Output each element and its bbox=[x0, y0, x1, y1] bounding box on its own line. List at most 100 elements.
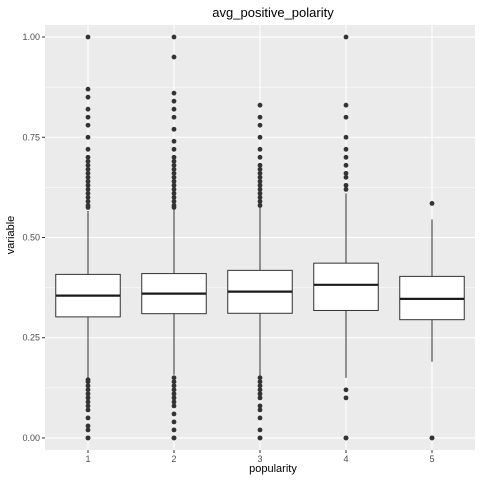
outlier-point bbox=[257, 383, 263, 389]
outlier-point bbox=[171, 98, 177, 104]
outlier-point bbox=[257, 134, 263, 140]
outlier-point bbox=[429, 435, 435, 441]
outlier-point bbox=[257, 162, 263, 168]
box-1 bbox=[55, 34, 121, 441]
outlier-point bbox=[85, 195, 91, 200]
outlier-point bbox=[171, 399, 177, 405]
outlier-point bbox=[171, 387, 177, 393]
outlier-point bbox=[171, 158, 177, 164]
outlier-point bbox=[85, 134, 91, 140]
outlier-point bbox=[429, 201, 435, 206]
outlier-point bbox=[171, 114, 177, 120]
outlier-point bbox=[85, 383, 91, 389]
outlier-point bbox=[85, 146, 91, 152]
outlier-point bbox=[171, 146, 177, 152]
outlier-point bbox=[85, 403, 91, 409]
iqr-box bbox=[313, 262, 379, 311]
outlier-point bbox=[257, 166, 263, 172]
outlier-point bbox=[343, 34, 349, 40]
outlier-point bbox=[85, 174, 91, 180]
outlier-point bbox=[257, 170, 263, 176]
outlier-point bbox=[257, 199, 263, 204]
outlier-point bbox=[257, 407, 263, 413]
outlier-point bbox=[171, 90, 177, 96]
outlier-point bbox=[171, 411, 177, 417]
outlier-point bbox=[85, 186, 91, 192]
outlier-point bbox=[85, 395, 91, 401]
outlier-point bbox=[343, 182, 349, 188]
outlier-point bbox=[85, 106, 91, 112]
outlier-point bbox=[171, 435, 177, 441]
outlier-point bbox=[85, 377, 91, 383]
outlier-point bbox=[85, 435, 91, 441]
y-tick-label: 0.50 bbox=[22, 233, 40, 243]
x-tick-label: 4 bbox=[343, 454, 348, 464]
y-tick-label: 0.75 bbox=[22, 132, 40, 142]
outlier-point bbox=[257, 395, 263, 401]
outlier-point bbox=[85, 154, 91, 160]
outlier-point bbox=[85, 178, 91, 184]
outlier-point bbox=[85, 423, 91, 429]
outlier-point bbox=[171, 126, 177, 132]
x-axis-title: popularity bbox=[249, 463, 297, 475]
outlier-point bbox=[85, 162, 91, 168]
outlier-point bbox=[171, 170, 177, 176]
outlier-point bbox=[257, 415, 263, 421]
x-tick-label: 2 bbox=[171, 454, 176, 464]
outlier-point bbox=[343, 387, 349, 393]
outlier-point bbox=[171, 54, 177, 60]
outlier-point bbox=[343, 174, 349, 180]
outlier-point bbox=[257, 122, 263, 128]
outlier-point bbox=[171, 427, 177, 433]
outlier-point bbox=[85, 114, 91, 120]
outlier-point bbox=[257, 387, 263, 393]
outlier-point bbox=[171, 403, 177, 409]
box-3 bbox=[227, 102, 293, 441]
outlier-point bbox=[171, 186, 177, 192]
outlier-point bbox=[257, 427, 263, 433]
outlier-point bbox=[171, 195, 177, 200]
outlier-point bbox=[343, 102, 349, 108]
y-axis-title: variable bbox=[5, 216, 17, 255]
outlier-point bbox=[171, 34, 177, 40]
outlier-point bbox=[171, 106, 177, 112]
outlier-point bbox=[85, 399, 91, 405]
outlier-point bbox=[343, 114, 349, 120]
x-tick-label: 1 bbox=[85, 454, 90, 464]
outlier-point bbox=[171, 391, 177, 397]
outlier-point bbox=[257, 195, 263, 200]
outlier-point bbox=[171, 174, 177, 180]
outlier-point bbox=[257, 178, 263, 184]
x-tick-label: 5 bbox=[429, 454, 434, 464]
outlier-point bbox=[171, 154, 177, 160]
outlier-point bbox=[85, 391, 91, 397]
outlier-point bbox=[85, 166, 91, 172]
outlier-point bbox=[343, 162, 349, 168]
outlier-point bbox=[257, 114, 263, 120]
outlier-point bbox=[171, 419, 177, 425]
outlier-point bbox=[343, 154, 349, 160]
outlier-point bbox=[171, 383, 177, 389]
outlier-point bbox=[171, 178, 177, 184]
outlier-point bbox=[85, 86, 91, 92]
outlier-point bbox=[171, 182, 177, 188]
outlier-point bbox=[257, 154, 263, 160]
chart-title: avg_positive_polarity bbox=[212, 5, 334, 20]
outlier-point bbox=[257, 379, 263, 385]
outlier-point bbox=[171, 395, 177, 401]
outlier-point bbox=[85, 158, 91, 164]
box-4 bbox=[313, 34, 379, 441]
outlier-point bbox=[85, 387, 91, 393]
outlier-point bbox=[85, 407, 91, 413]
outlier-point bbox=[171, 199, 177, 204]
outlier-point bbox=[85, 122, 91, 128]
outlier-point bbox=[85, 190, 91, 196]
outlier-point bbox=[171, 375, 177, 381]
outlier-point bbox=[343, 186, 349, 192]
outlier-point bbox=[257, 190, 263, 196]
outlier-point bbox=[171, 203, 177, 208]
outlier-point bbox=[171, 162, 177, 168]
outlier-point bbox=[257, 146, 263, 152]
